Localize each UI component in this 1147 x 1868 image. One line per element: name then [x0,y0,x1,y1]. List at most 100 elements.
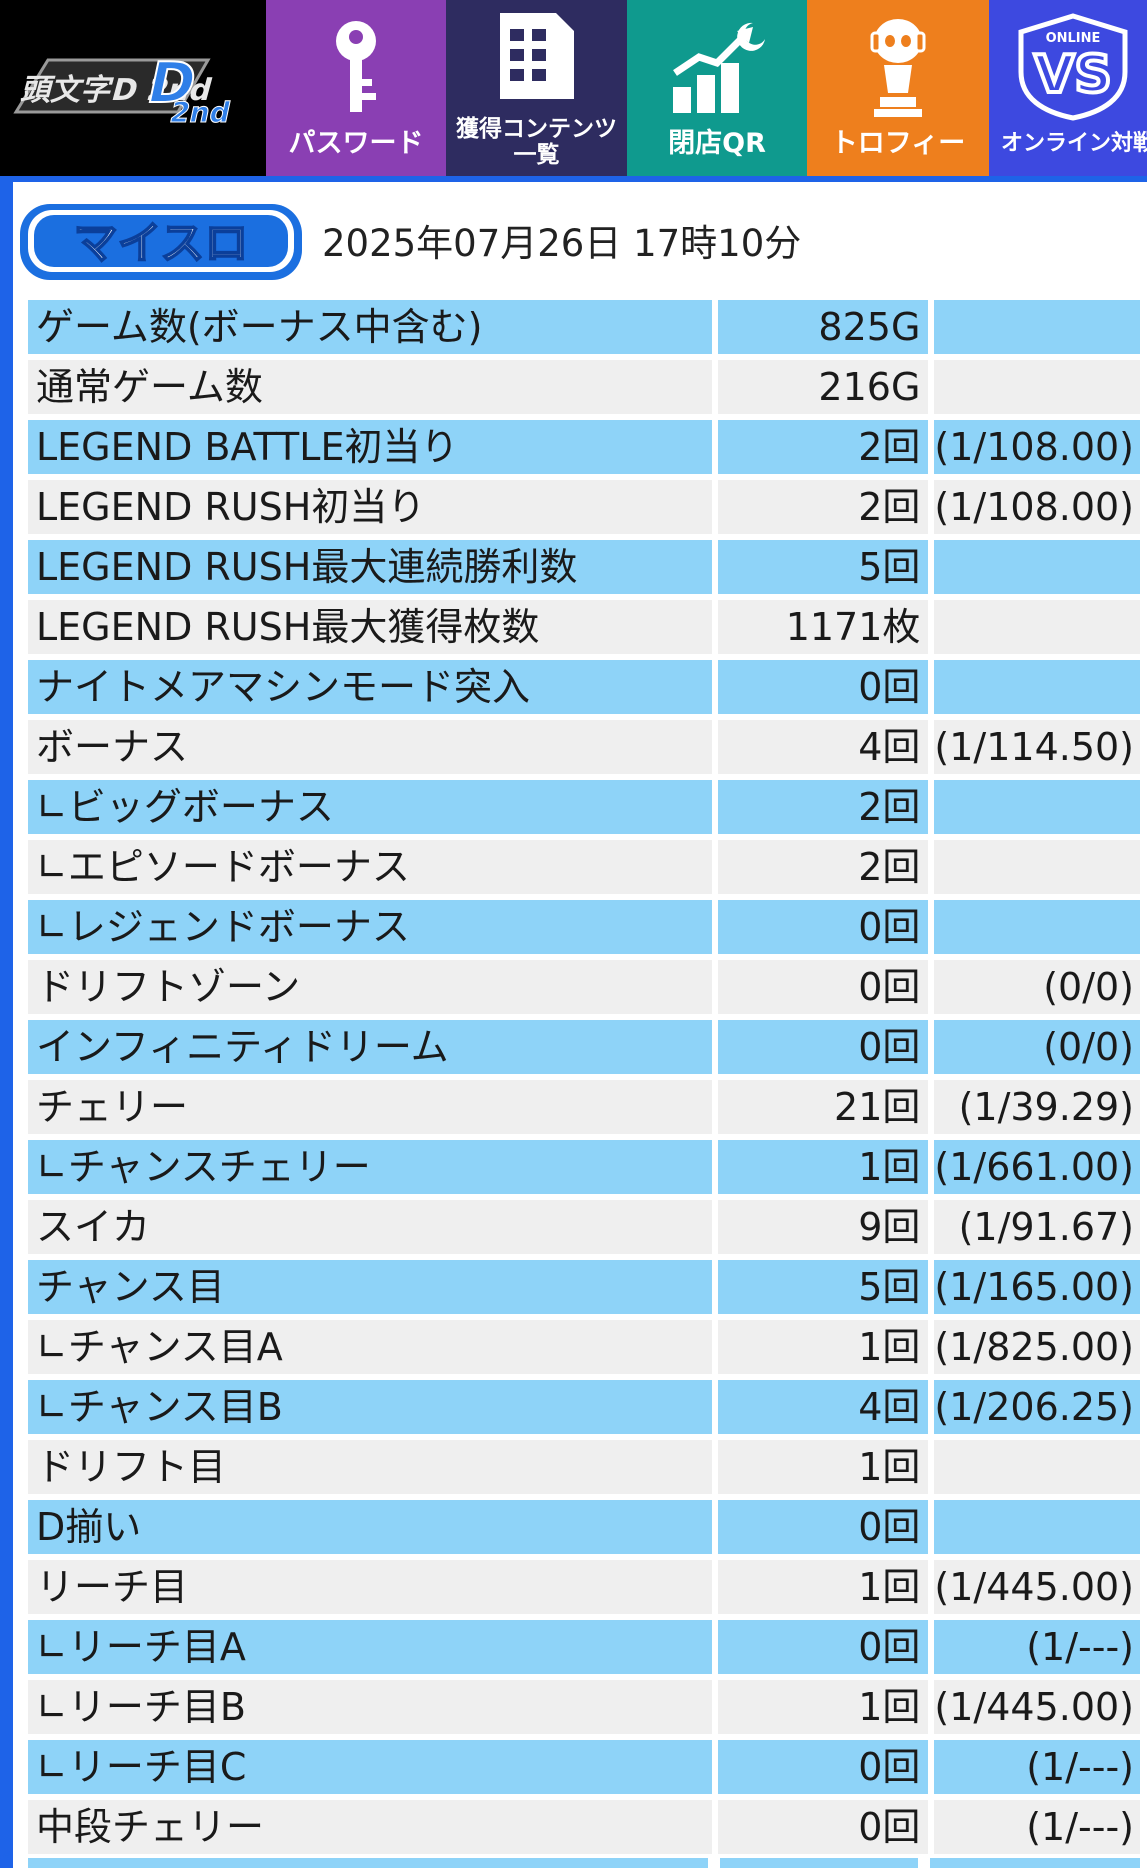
stat-name: チャンス目 [28,1260,719,1314]
next-row-edge [28,1858,1140,1868]
stats-row: 通常ゲーム数 216G [28,360,1140,414]
nav-trophy-label: トロフィー [830,128,966,159]
stat-value: 2回 [718,840,935,894]
nav-online-battle-label: オンライン対戦 [1001,131,1147,156]
nav-closing-qr-label: 閉店QR [668,128,766,159]
stats-row: ∟チャンス目A 1回 (1/825.00) [28,1320,1140,1374]
stat-ratio: (1/---) [934,1740,1140,1794]
stats-row: ∟リーチ目B 1回 (1/445.00) [28,1680,1140,1734]
stats-row: チェリー 21回 (1/39.29) [28,1080,1140,1134]
stat-value: 2回 [718,780,935,834]
stat-value: 825G [718,300,935,354]
stat-name: LEGEND RUSH最大連続勝利数 [28,540,719,594]
myslo-logo-icon: マイスロ [20,204,302,280]
nav-password-label: パスワード [288,128,424,159]
stats-row: ∟ビッグボーナス 2回 [28,780,1140,834]
stats-row: LEGEND RUSH初当り 2回 (1/108.00) [28,480,1140,534]
stat-ratio [934,540,1140,594]
stats-row: LEGEND BATTLE初当り 2回 (1/108.00) [28,420,1140,474]
nav-contents-list-button[interactable]: 獲得コンテンツ 一覧 [446,0,627,176]
stat-name: LEGEND RUSH最大獲得枚数 [28,600,719,654]
stat-ratio [934,1500,1140,1554]
svg-text:ONLINE: ONLINE [1046,31,1101,46]
stat-ratio [934,300,1140,354]
stat-name: ゲーム数(ボーナス中含む) [28,300,719,354]
stat-ratio: (1/661.00) [934,1140,1140,1194]
stat-ratio: (1/108.00) [934,420,1140,474]
nav-online-battle-button[interactable]: ONLINE VS オンライン対戦 [989,0,1147,176]
stat-name: ∟リーチ目A [28,1620,719,1674]
nav-closing-qr-button[interactable]: 閉店QR [627,0,807,176]
nav-password-button[interactable]: パスワード [266,0,446,176]
game-logo[interactable]: 頭文字D 2nd D 2nd [0,0,266,176]
stats-row: チャンス目 5回 (1/165.00) [28,1260,1140,1314]
stat-name: インフィニティドリーム [28,1020,719,1074]
stat-value: 2回 [718,420,935,474]
key-icon [266,12,446,122]
stats-row: ドリフトゾーン 0回 (0/0) [28,960,1140,1014]
stat-value: 1回 [718,1680,935,1734]
chart-moon-icon [627,12,807,122]
stat-value: 0回 [718,1800,935,1854]
stat-value: 9回 [718,1200,935,1254]
stat-ratio: (1/165.00) [934,1260,1140,1314]
initial-d-logo-icon: 頭文字D 2nd D 2nd [13,50,234,129]
stat-ratio [934,1440,1140,1494]
stat-ratio: (1/39.29) [934,1080,1140,1134]
stat-value: 21回 [718,1080,935,1134]
stats-row: ∟リーチ目A 0回 (1/---) [28,1620,1140,1674]
stat-ratio [934,900,1140,954]
stat-value: 1回 [718,1440,935,1494]
stat-value: 0回 [718,1620,935,1674]
trophy-figure-icon [807,12,989,122]
stat-ratio [934,360,1140,414]
stat-value: 0回 [718,960,935,1014]
stat-name: ∟チャンスチェリー [28,1140,719,1194]
stat-name: ドリフト目 [28,1440,719,1494]
stats-row: 中段チェリー 0回 (1/---) [28,1800,1140,1854]
nav-contents-label-line1: 獲得コンテンツ [456,116,617,142]
session-datetime: 2025年07月26日 17時10分 [322,222,802,265]
stat-ratio [934,840,1140,894]
svg-text:頭文字D 2nd: 頭文字D 2nd [18,72,216,107]
stats-row: ∟レジェンドボーナス 0回 [28,900,1140,954]
svg-text:マイスロ: マイスロ [74,218,249,269]
stat-value: 5回 [718,1260,935,1314]
stat-name: 通常ゲーム数 [28,360,719,414]
stat-name: LEGEND RUSH初当り [28,480,719,534]
stat-value: 2回 [718,480,935,534]
stats-row: ∟チャンスチェリー 1回 (1/661.00) [28,1140,1140,1194]
stat-name: 中段チェリー [28,1800,719,1854]
stat-ratio [934,780,1140,834]
stat-value: 1171枚 [718,600,935,654]
stats-row: ∟リーチ目C 0回 (1/---) [28,1740,1140,1794]
stats-table-body: ゲーム数(ボーナス中含む) 825G 通常ゲーム数 216G LEGEND BATTLE… [28,300,1140,1854]
stat-name: ∟チャンス目B [28,1380,719,1434]
page-header: マイスロ 2025年07月26日 17時10分 [16,200,1136,290]
stat-name: ∟リーチ目C [28,1740,719,1794]
stats-row: ボーナス 4回 (1/114.50) [28,720,1140,774]
stats-row: LEGEND RUSH最大連続勝利数 5回 [28,540,1140,594]
stat-ratio: (0/0) [934,1020,1140,1074]
nav-trophy-button[interactable]: トロフィー [807,0,989,176]
stats-row: ゲーム数(ボーナス中含む) 825G [28,300,1140,354]
stat-value: 0回 [718,1500,935,1554]
stat-ratio: (0/0) [934,960,1140,1014]
top-navigation-bar: 頭文字D 2nd D 2nd パスワード [0,0,1147,176]
stat-name: ボーナス [28,720,719,774]
stat-ratio: (1/206.25) [934,1380,1140,1434]
stat-value: 1回 [718,1560,935,1614]
stat-name: チェリー [28,1080,719,1134]
stat-ratio: (1/825.00) [934,1320,1140,1374]
stat-value: 4回 [718,1380,935,1434]
stat-ratio [934,600,1140,654]
stat-name: ∟チャンス目A [28,1320,719,1374]
stat-ratio [934,660,1140,714]
myslo-logo: マイスロ [16,200,306,290]
stat-name: ナイトメアマシンモード突入 [28,660,719,714]
stat-name: ∟レジェンドボーナス [28,900,719,954]
nav-contents-list-label: 獲得コンテンツ 一覧 [446,116,627,168]
stat-name: D揃い [28,1500,719,1554]
stat-value: 216G [718,360,935,414]
stat-name: ∟リーチ目B [28,1680,719,1734]
